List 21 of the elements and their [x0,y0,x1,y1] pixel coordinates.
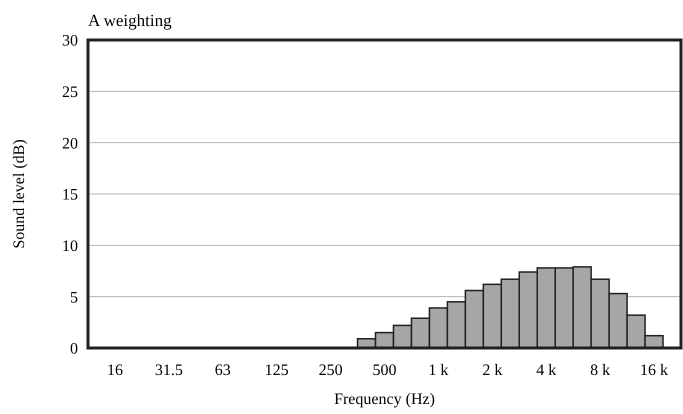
x-axis-title: Frequency (Hz) [334,391,435,408]
y-tick-label: 0 [70,340,78,358]
x-tick-label: 500 [372,362,396,379]
chart-title: A weighting [88,11,172,30]
y-tick-label: 25 [62,84,78,101]
y-axis-title: Sound level (dB) [11,139,28,249]
x-tick-label: 31.5 [154,362,183,379]
x-tick-label: 125 [264,362,289,379]
y-tick-label: 30 [62,32,78,50]
x-tick-label: 1 k [428,362,448,379]
y-tick-label: 5 [70,289,78,306]
y-tick-label: 10 [62,238,78,255]
y-tick-label: 15 [62,186,78,204]
x-tick-label: 63 [214,362,231,379]
x-tick-label: 8 k [590,362,610,379]
x-tick-label: 16 k [640,362,668,379]
y-tick-label: 20 [62,135,78,152]
x-tick-label: 16 [106,362,123,379]
x-tick-label: 2 k [482,362,502,379]
x-tick-label: 4 k [536,362,556,379]
x-tick-label: 250 [318,362,343,379]
